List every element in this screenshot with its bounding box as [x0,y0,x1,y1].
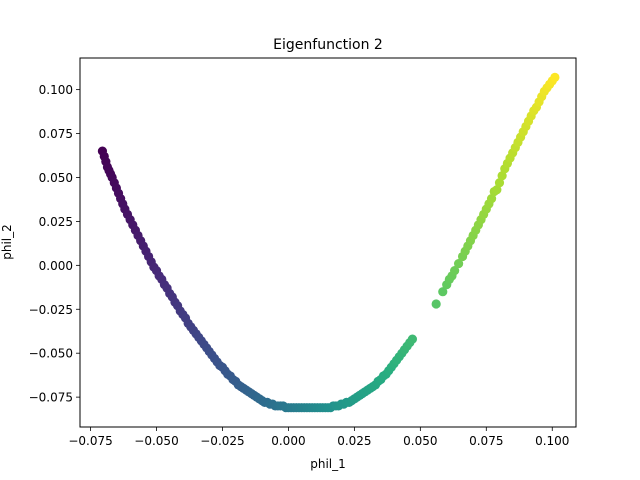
x-tick-label: −0.050 [134,434,178,448]
x-tick-label: −0.075 [68,434,112,448]
x-axis: −0.075 −0.050 −0.025 0.000 0.025 0.050 0.075 0.… [68,427,569,448]
y-axis: −0.075 −0.050 −0.025 0.000 0.025 0.050 0.075 0.… [29,83,80,405]
data-point [494,178,505,188]
data-point [431,299,441,309]
data-points [97,72,560,413]
data-point [550,72,560,82]
y-tick-label: 0.075 [39,127,73,141]
plot-frame [79,57,577,428]
y-tick-label: −0.025 [29,303,73,317]
data-point [486,193,497,204]
chart-title: Eigenfunction 2 [273,37,383,53]
data-point [407,334,418,344]
y-tick-label: −0.075 [29,391,73,405]
y-tick-label: 0.100 [39,83,73,97]
x-tick-label: −0.025 [200,434,244,448]
y-tick-label: 0.050 [39,171,73,185]
x-tick-label: 0.050 [403,434,437,448]
y-tick-label: 0.025 [39,215,73,229]
y-tick-label: −0.050 [29,347,73,361]
y-tick-label: 0.000 [39,259,73,273]
data-point [438,287,448,297]
data-point [453,258,464,269]
x-axis-label: phil_1 [310,457,346,471]
y-axis-label: phil_2 [0,224,14,260]
x-tick-label: 0.100 [535,434,569,448]
x-tick-label: 0.025 [337,434,371,448]
data-point [450,266,460,276]
data-point [497,171,507,181]
x-tick-label: 0.000 [271,434,305,448]
x-tick-label: 0.075 [469,434,503,448]
data-point [492,185,502,195]
